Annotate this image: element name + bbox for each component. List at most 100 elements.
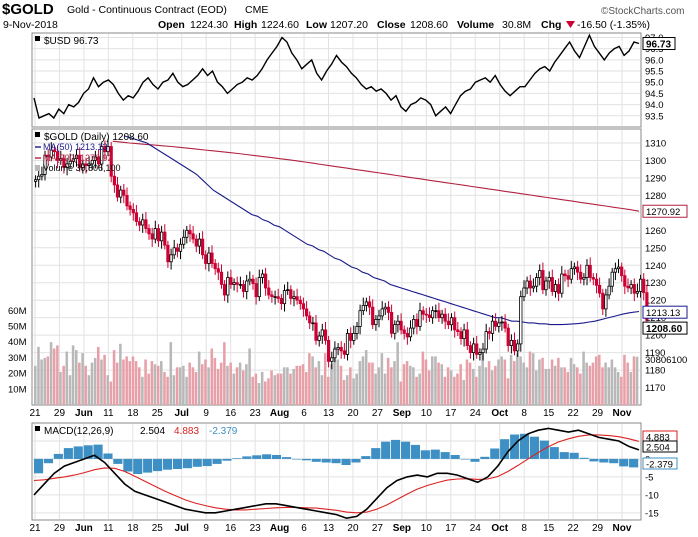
x-tick-label: 15 <box>543 523 555 534</box>
candle-body <box>49 149 53 158</box>
x-tick-label: 22 <box>568 408 580 419</box>
volume-bar <box>377 367 381 405</box>
volume-bar <box>513 361 516 405</box>
volume-bar <box>626 362 629 405</box>
price-y-tick: 1220 <box>645 296 666 307</box>
volume-bar <box>87 375 91 405</box>
candle-body <box>159 231 164 242</box>
macd-hist-bar <box>103 453 113 459</box>
volume-bar <box>383 373 387 405</box>
macd-hist-bar <box>83 445 93 459</box>
volume-bar <box>566 372 570 405</box>
volume-bar <box>371 362 374 405</box>
volume-bar <box>201 364 204 405</box>
macd-hist-bar <box>589 458 599 462</box>
volume-bar <box>368 362 371 405</box>
candle-body <box>594 278 599 286</box>
macd-hist-bar <box>282 457 292 459</box>
volume-bar <box>75 350 78 405</box>
volume-bar <box>286 367 289 405</box>
volume-bar <box>81 353 84 405</box>
volume-bar <box>503 359 507 405</box>
x-tick-label: 18 <box>127 408 139 419</box>
macd-histogram <box>34 433 639 474</box>
candle-body <box>194 238 198 247</box>
candle-body <box>46 154 50 158</box>
candle-body <box>440 313 444 319</box>
volume-bar <box>535 370 538 405</box>
volume-bar <box>604 362 607 405</box>
candle-body <box>402 329 406 334</box>
candle-body <box>613 268 618 273</box>
candle-body <box>462 329 466 339</box>
volume-legend: Volume 30,806,100 <box>43 163 121 173</box>
macd-hist-bar <box>430 449 440 459</box>
candle-body <box>588 264 592 278</box>
ma200-last-box <box>642 204 688 218</box>
x-axis-labels-macd: 21 29 Jun 11 18 25 Jul 9 16 23 Aug 6 13 20 27 Sep 10 17 24… <box>29 523 631 534</box>
volume-bar <box>90 362 94 405</box>
candle-body <box>115 184 120 198</box>
volume-bar <box>175 367 179 405</box>
volume-bar <box>528 351 532 405</box>
volume-bar <box>333 346 336 405</box>
usd-legend-swatch <box>35 36 40 41</box>
volume-bar <box>257 383 261 405</box>
candle-body <box>478 352 482 355</box>
candle-body <box>572 266 577 270</box>
price-y-tick: 1250 <box>645 243 666 254</box>
volume-bar <box>153 364 157 405</box>
volume-bar <box>427 370 431 405</box>
volume-bar <box>424 359 428 405</box>
candle-body <box>134 212 138 222</box>
x-axis-labels-price: 21 29 Jun 11 18 25 Jul 9 16 23 Aug 6 13 20 27 Sep 10 17 24… <box>29 408 631 419</box>
high-value: 1224.60 <box>261 19 299 31</box>
candle-body <box>396 320 400 326</box>
candle-body <box>585 264 589 278</box>
volume-bar <box>141 376 144 405</box>
volume-y-tick: 20M <box>8 369 27 380</box>
x-tick-label: 13 <box>323 523 335 534</box>
macd-hist-bar <box>391 439 401 459</box>
candle-body <box>509 339 514 346</box>
candle-body <box>490 320 495 334</box>
x-tick-label: 15 <box>543 408 555 419</box>
candle-body <box>367 301 372 308</box>
x-tick-label: 23 <box>250 523 262 534</box>
ma200-last-value: 1270.92 <box>646 207 680 218</box>
macd-hist-bar <box>123 458 133 472</box>
x-tick-label: 23 <box>250 408 262 419</box>
volume-bar <box>607 367 611 405</box>
candle-body <box>301 303 306 310</box>
candle-body <box>503 321 507 329</box>
volume-bar <box>598 354 601 405</box>
close-label: Close <box>377 19 406 31</box>
candle-body <box>169 254 173 263</box>
volume-bar <box>405 361 409 405</box>
last-close-value: 1208.60 <box>646 324 683 335</box>
candle-body <box>598 284 602 294</box>
candle-body <box>547 277 551 282</box>
volume-bar <box>147 373 150 405</box>
volume-bar <box>484 367 488 405</box>
x-tick-label: 25 <box>152 408 164 419</box>
candle-body <box>475 343 479 355</box>
macd-hist-bar <box>549 447 559 459</box>
candle-body <box>386 306 391 313</box>
candle-body <box>557 284 561 294</box>
candle-body <box>270 294 274 297</box>
volume-bar <box>399 381 403 405</box>
volume-bar <box>144 359 147 405</box>
candle-body <box>304 308 309 317</box>
volume-bar <box>386 357 390 405</box>
macd-hist-bar <box>520 433 530 459</box>
candle-body <box>519 296 523 345</box>
candle-body <box>235 282 239 285</box>
candle-body <box>119 189 123 198</box>
volume-bar <box>229 362 232 405</box>
candle-body <box>349 332 353 341</box>
volume-y-tick: 40M <box>8 337 27 348</box>
volume-bar <box>349 367 352 405</box>
volume-bar <box>538 359 541 405</box>
macd-hist-bar <box>529 436 540 459</box>
